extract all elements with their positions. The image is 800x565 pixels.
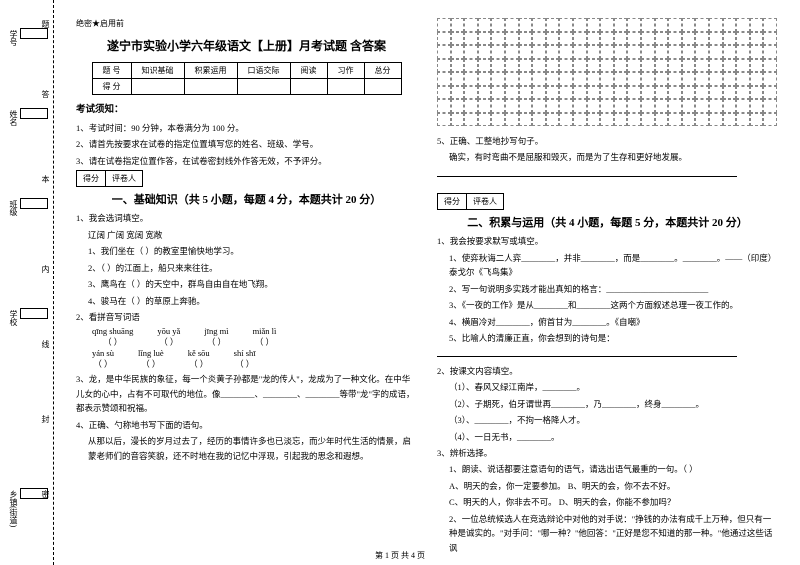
answer-blank[interactable]: （ ） — [253, 336, 277, 348]
binding-margin: 学号 姓名 班级 学校 乡镇(街道) 题 答 本 内 线 封 密 — [0, 0, 54, 565]
sub-item: 3、鹰鸟在（ ）的天空中，群鸟自由自在地飞翔。 — [76, 277, 417, 291]
answer-line[interactable] — [437, 347, 737, 357]
sub-item: 3、《一夜的工作》是从________和________这两个方面叙述总理一夜工… — [437, 298, 778, 312]
pinyin: kě sōu — [188, 348, 210, 358]
grader-label: 评卷人 — [106, 171, 143, 186]
seal-text: 密 — [40, 490, 51, 498]
seal-text: 封 — [40, 415, 51, 423]
pinyin: yán sù — [92, 348, 114, 358]
sub-item: （4）、一日无书，________。 — [437, 430, 778, 444]
seal-text: 内 — [40, 265, 51, 273]
right-column: 5、正确、工整地抄写句子。 确实，有时弯曲不是屈服和毁灭，而是为了生存和更好地发… — [427, 18, 788, 557]
binding-box[interactable] — [20, 28, 48, 39]
question: 3、龙，是中华民族的象征，每一个炎黄子孙都是"龙的传人"，龙成为了一种文化。在中… — [76, 372, 417, 415]
sub-item: 4、骏马在（ ）的草原上奔驰。 — [76, 294, 417, 308]
binding-label: 姓名 — [8, 110, 19, 126]
seal-text: 线 — [40, 340, 51, 348]
table-cell[interactable] — [290, 79, 327, 95]
table-cell[interactable] — [237, 79, 290, 95]
word-options: 辽阔 广阔 宽阔 宽敞 — [76, 228, 417, 242]
page-content: 绝密★启用前 遂宁市实验小学六年级语文【上册】月考试题 含答案 题 号 知识基础… — [54, 0, 800, 565]
notice-heading: 考试须知： — [76, 101, 417, 115]
pinyin: miǎn lì — [253, 326, 277, 336]
sub-item: 2、写一句说明多实践才能出真知的格言：_____________________… — [437, 282, 778, 296]
notice-item: 3、请在试卷指定位置作答，在试卷密封线外作答无效，不予评分。 — [76, 154, 417, 168]
binding-label: 学号 — [8, 30, 19, 46]
table-header: 口语交际 — [237, 63, 290, 79]
notice-item: 2、请首先按要求在试卷的指定位置填写您的姓名、班级、学号。 — [76, 137, 417, 151]
table-cell[interactable] — [327, 79, 364, 95]
copy-text: 确实，有时弯曲不是屈服和毁灭，而是为了生存和更好地发展。 — [437, 150, 778, 164]
pinyin: qīng shuāng — [92, 326, 133, 336]
question: 5、正确、工整地抄写句子。 — [437, 134, 778, 148]
sub-item: 2、一位总统候选人在竞选辩论中对他的对手说："挣钱的办法有成千上万种，但只有一种… — [437, 512, 778, 555]
table-cell[interactable] — [131, 79, 184, 95]
question: 4、正确、勺称地书写下面的语句。 — [76, 418, 417, 432]
score-table: 题 号 知识基础 积累运用 口语交际 阅读 习作 总分 得 分 — [92, 62, 402, 95]
answer-blank[interactable]: （ ） — [188, 358, 210, 370]
score-label: 得分 — [438, 194, 467, 209]
binding-label: 学校 — [8, 310, 19, 326]
table-header: 积累运用 — [184, 63, 237, 79]
copy-text: 从那以后，漫长的岁月过去了，经历的事情许多也已淡忘，而少年时代生活的情景，启蒙老… — [76, 434, 417, 463]
question: 1、我会按要求默写或填空。 — [437, 234, 778, 248]
sub-item: 1、朗读、说话都要注意语句的语气，请选出语气最重的一句。（ ） — [437, 462, 778, 476]
table-header: 阅读 — [290, 63, 327, 79]
question: 2、按课文内容填空。 — [437, 364, 778, 378]
section-title: 一、基础知识（共 5 小题，每题 4 分，本题共计 20 分） — [76, 191, 417, 207]
sub-item: （3）、________，不拘一格降人才。 — [437, 413, 778, 427]
sub-item: 5、比喻人的清廉正直，你会想到的诗句是： — [437, 331, 778, 345]
seal-text: 题 — [40, 20, 51, 28]
pinyin-row: yán sù（ ） lǐng luè（ ） kě sōu（ ） shí shī（… — [76, 348, 417, 370]
pinyin: yōu yǎ — [157, 326, 180, 336]
answer-blank[interactable]: （ ） — [234, 358, 256, 370]
sub-item: （2）、子期死，伯牙谓世再________，乃________，终身______… — [437, 397, 778, 411]
pinyin-row: qīng shuāng（ ） yōu yǎ（ ） jīng mì（ ） miǎn… — [76, 326, 417, 348]
secret-label: 绝密★启用前 — [76, 18, 417, 29]
answer-blank[interactable]: （ ） — [92, 336, 133, 348]
table-header: 题 号 — [92, 63, 131, 79]
score-label: 得分 — [77, 171, 106, 186]
score-entry-box: 得分评卷人 — [76, 170, 143, 187]
page-footer: 第 1 页 共 4 页 — [0, 550, 800, 561]
table-cell[interactable] — [364, 79, 401, 95]
sub-item: C、明天的人，你非去不可。 D、明天的会，你能不参加吗？ — [437, 495, 778, 509]
table-header: 知识基础 — [131, 63, 184, 79]
answer-blank[interactable]: （ ） — [92, 358, 114, 370]
table-cell[interactable] — [184, 79, 237, 95]
answer-blank[interactable]: （ ） — [138, 358, 164, 370]
binding-box[interactable] — [20, 108, 48, 119]
sub-item: 2、（ ）的江面上，船只来来往往。 — [76, 261, 417, 275]
notice-item: 1、考试时间：90 分钟，本卷满分为 100 分。 — [76, 121, 417, 135]
pinyin: shí shī — [234, 348, 256, 358]
section-title: 二、积累与运用（共 4 小题，每题 5 分，本题共计 20 分） — [437, 214, 778, 230]
table-cell: 得 分 — [92, 79, 131, 95]
seal-text: 本 — [40, 175, 51, 183]
table-header: 习作 — [327, 63, 364, 79]
sub-item: 4、横眉冷对________，俯首甘为________。《自嘲》 — [437, 315, 778, 329]
exam-title: 遂宁市实验小学六年级语文【上册】月考试题 含答案 — [76, 37, 417, 54]
question: 3、辨析选择。 — [437, 446, 778, 460]
binding-box[interactable] — [20, 308, 48, 319]
answer-blank[interactable]: （ ） — [204, 336, 228, 348]
score-entry-box: 得分评卷人 — [437, 193, 504, 210]
seal-text: 答 — [40, 90, 51, 98]
writing-grid[interactable] — [437, 18, 777, 126]
grader-label: 评卷人 — [467, 194, 504, 209]
question: 2、看拼音写词语 — [76, 310, 417, 324]
answer-line[interactable] — [437, 167, 737, 177]
left-column: 绝密★启用前 遂宁市实验小学六年级语文【上册】月考试题 含答案 题 号 知识基础… — [66, 18, 427, 557]
answer-blank[interactable]: （ ） — [157, 336, 180, 348]
sub-item: A、明天的会，你一定要参加。 B、明天的会，你不去不好。 — [437, 479, 778, 493]
sub-item: 1、使弈秋诲二人弈________，并非________，而是________。… — [437, 251, 778, 280]
sub-item: 1、我们坐在（ ）的教室里愉快地学习。 — [76, 244, 417, 258]
binding-label: 乡镇(街道) — [8, 490, 19, 527]
question: 1、我会选词填空。 — [76, 211, 417, 225]
table-header: 总分 — [364, 63, 401, 79]
binding-label: 班级 — [8, 200, 19, 216]
binding-box[interactable] — [20, 198, 48, 209]
pinyin: jīng mì — [204, 326, 228, 336]
pinyin: lǐng luè — [138, 348, 164, 358]
sub-item: （1）、春风又绿江南岸，________。 — [437, 380, 778, 394]
